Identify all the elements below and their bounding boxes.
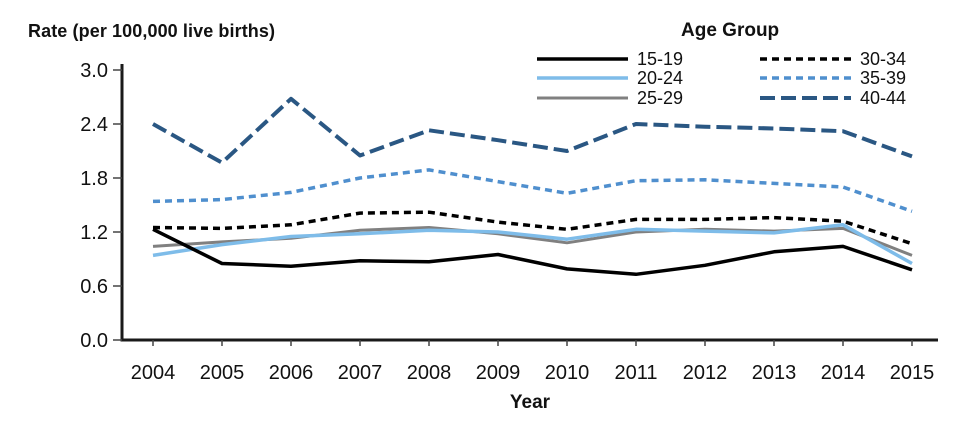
legend: Age Group 15-19 20-24 25-29 30-34 35-39 40-4… (0, 0, 960, 112)
legend-swatch-30-34 (760, 57, 851, 61)
x-axis-title: Year (509, 392, 551, 413)
x-tick-label: 2004 (131, 362, 176, 384)
legend-label: 25-29 (637, 87, 684, 108)
x-tick-label: 2006 (269, 362, 314, 384)
legend-label: 15-19 (637, 48, 684, 69)
legend-swatch-35-39 (760, 76, 851, 80)
legend-label: 20-24 (637, 68, 684, 89)
series-line-15-19 (152, 227, 913, 277)
legend-label: 35-39 (860, 68, 907, 89)
series-line-20-24 (152, 223, 913, 266)
series-line-40-44 (152, 96, 913, 165)
legend-item-35-39: 35-39 (760, 69, 906, 89)
y-tick-label: 2.4 (80, 114, 108, 136)
legend-swatch-40-44 (760, 95, 851, 100)
legend-item-25-29: 25-29 (537, 88, 683, 108)
legend-swatch-20-24 (537, 76, 628, 80)
x-tick-label: 2015 (890, 362, 935, 384)
x-tick-label: 2008 (407, 362, 452, 384)
x-tick-label: 2013 (752, 362, 797, 384)
legend-label: 40-44 (860, 87, 907, 108)
series-line-35-39 (152, 168, 913, 213)
legend-column-left: 15-19 20-24 25-29 (537, 49, 683, 108)
legend-item-40-44: 40-44 (760, 88, 906, 108)
legend-swatch-15-19 (537, 57, 628, 61)
x-tick-label: 2012 (683, 362, 728, 384)
y-tick-label: 1.8 (80, 168, 108, 190)
legend-item-30-34: 30-34 (760, 49, 906, 69)
y-axis-title: Rate (per 100,000 live births) (28, 21, 276, 41)
legend-column-right: 30-34 35-39 40-44 (760, 49, 906, 108)
y-tick-label: 0.6 (80, 276, 108, 298)
x-tick-label: 2009 (476, 362, 521, 384)
x-tick-label: 2014 (821, 362, 866, 384)
y-tick-label: 0.0 (80, 330, 108, 352)
legend-title: Age Group (681, 20, 780, 41)
x-tick-label: 2007 (338, 362, 383, 384)
legend-swatch-25-29 (537, 96, 628, 100)
y-tick-label: 3.0 (80, 60, 108, 82)
legend-item-15-19: 15-19 (537, 49, 683, 69)
x-tick-label: 2005 (200, 362, 245, 384)
x-tick-label: 2010 (545, 362, 590, 384)
legend-item-20-24: 20-24 (537, 69, 683, 89)
x-tick-label: 2011 (614, 362, 657, 384)
y-tick-label: 1.2 (80, 222, 108, 244)
series-line-30-34 (152, 210, 913, 246)
legend-label: 30-34 (860, 48, 907, 69)
